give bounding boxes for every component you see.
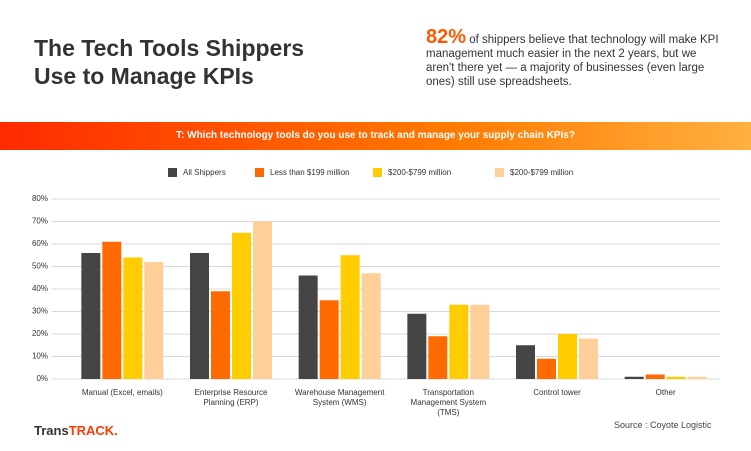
bar xyxy=(470,304,490,379)
bar xyxy=(211,291,230,379)
chart-title: T: Which technology tools do you use to … xyxy=(0,122,751,150)
y-tick-label: 20% xyxy=(32,329,48,338)
y-tick-label: 30% xyxy=(32,307,48,316)
legend-swatch xyxy=(373,168,382,178)
bar xyxy=(558,334,577,379)
legend-item: $200-$799 million xyxy=(495,168,573,178)
intro: 82% of shippers believe that technology … xyxy=(426,27,726,89)
bar xyxy=(253,221,272,379)
y-tick-label: 60% xyxy=(32,239,48,248)
bar xyxy=(449,304,469,379)
x-tick-label: Transportation Management System (TMS) xyxy=(410,388,487,417)
y-tick-label: 0% xyxy=(36,374,48,383)
bar xyxy=(81,253,101,379)
legend-label: All Shippers xyxy=(183,168,226,177)
y-tick-label: 70% xyxy=(32,217,48,226)
legend-item: Less than $199 million xyxy=(255,168,350,178)
bar xyxy=(624,376,644,379)
highlight: 82% xyxy=(426,26,467,48)
source: Source : Coyote Logistic xyxy=(614,420,712,430)
bar xyxy=(298,275,318,379)
logo: TransTRACK. xyxy=(34,423,118,438)
bar xyxy=(190,253,209,379)
legend-swatch xyxy=(495,168,504,178)
bar xyxy=(144,262,164,379)
page-title: The Tech Tools Shippers Use to Manage KP… xyxy=(34,35,305,89)
y-tick-label: 10% xyxy=(32,352,48,361)
y-tick-label: 40% xyxy=(32,284,48,293)
legend-label: $200-$799 million xyxy=(388,168,452,177)
bar xyxy=(645,374,665,379)
bar xyxy=(516,345,535,379)
legend-swatch xyxy=(255,168,264,178)
y-tick-label: 80% xyxy=(32,194,48,203)
x-tick-label: Enterprise Resource Planning (ERP) xyxy=(194,388,268,407)
bar xyxy=(407,313,427,379)
x-tick-label: Control tower xyxy=(533,388,581,397)
bar xyxy=(232,232,251,379)
legend-swatch xyxy=(168,168,177,178)
x-tick-label: Manual (Excel, emails) xyxy=(81,388,163,397)
bar xyxy=(319,300,339,379)
bar xyxy=(102,241,122,379)
legend-label: $200-$799 million xyxy=(510,168,574,177)
bar xyxy=(123,257,143,379)
bar xyxy=(666,376,686,379)
bar xyxy=(537,358,556,379)
legend-label: Less than $199 million xyxy=(270,168,350,177)
logo-part: TRACK. xyxy=(68,423,118,438)
bar xyxy=(579,338,598,379)
bar xyxy=(361,273,381,379)
bar xyxy=(428,336,448,379)
intro-text: of shippers believe that technology will… xyxy=(426,34,719,88)
legend-item: $200-$799 million xyxy=(373,168,451,178)
logo-part: Trans xyxy=(34,423,69,438)
bar xyxy=(687,376,707,379)
y-tick-label: 50% xyxy=(32,262,48,271)
x-tick-label: Warehouse Management System (WMS) xyxy=(294,388,385,407)
legend-item: All Shippers xyxy=(168,168,226,178)
x-tick-label: Other xyxy=(655,388,676,397)
bar xyxy=(340,255,360,379)
